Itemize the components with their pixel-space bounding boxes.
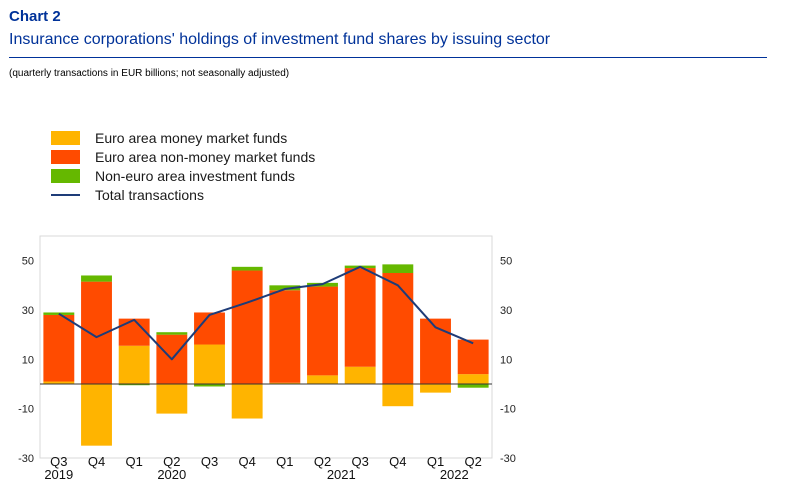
legend-swatch-nmmf [51,149,80,164]
x-category-1: Q4 [88,454,105,469]
x-category-5: Q4 [239,454,256,469]
right-axis-ticks: 50 30 10 -10 -30 [500,256,516,465]
x-category-2: Q1 [126,454,143,469]
x-category-9: Q4 [389,454,406,469]
bar-mmf-2 [118,345,150,384]
bar-nmmf-6 [269,290,301,383]
bar-noneuro-11 [457,384,489,388]
x-category-3: Q2 [163,454,180,469]
bar-mmf-8 [344,366,376,384]
legend-item-mmf: Euro area money market funds [51,128,315,147]
y-tick-left-2: 10 [22,354,34,366]
bar-nmmf-5 [231,270,263,384]
bar-mmf-10 [420,384,451,393]
bar-noneuro-1 [81,275,112,282]
bar-nmmf-9 [382,273,414,384]
x-category-11: Q2 [465,454,482,469]
y-tick-left-0: 50 [22,256,34,268]
bar-nmmf-11 [457,339,489,375]
legend-label-nmmf: Euro area non-money market funds [95,148,316,165]
x-category-10: Q1 [427,454,444,469]
y-tick-left-4: -30 [18,453,34,465]
bars-layer [43,264,489,446]
x-category-7: Q2 [314,454,331,469]
bar-noneuro-9 [382,264,414,273]
x-category-8: Q3 [352,454,369,469]
x-axis-categories: Q3 Q4 Q1 Q2 Q3 Q4 Q1 Q2 Q3 Q4 Q1 Q2 [50,454,482,469]
y-tick-right-3: -10 [500,404,516,416]
title-divider [9,57,767,58]
legend-label-mmf: Euro area money market funds [95,129,288,146]
legend-swatch-mmf [51,130,80,145]
chart-legend: Euro area money market funds Euro area n… [51,128,315,204]
bar-nmmf-0 [43,314,75,382]
bar-nmmf-8 [344,268,376,367]
legend-item-noneuro: Non-euro area investment funds [51,166,315,185]
legend-label-noneuro: Non-euro area investment funds [95,167,295,184]
bar-mmf-3 [156,384,188,414]
bar-mmf-7 [307,375,338,384]
x-year-3: 2022 [440,467,469,482]
x-category-6: Q1 [276,454,293,469]
legend-item-nmmf: Euro area non-money market funds [51,147,315,166]
bar-noneuro-5 [231,266,263,271]
x-category-0: Q3 [50,454,67,469]
bar-noneuro-6 [269,285,301,291]
plot-frame [39,235,493,459]
chart-subtitle: (quarterly transactions in EUR billions;… [9,68,290,79]
legend-item-total: Total transactions [51,185,315,204]
total-line-layer [58,265,474,361]
y-tick-right-0: 50 [500,256,512,268]
bar-mmf-11 [457,374,489,384]
legend-label-total: Total transactions [95,186,204,203]
bar-nmmf-7 [307,286,338,376]
bar-noneuro-2 [118,384,150,386]
bar-mmf-1 [81,384,112,446]
x-year-2: 2021 [327,467,356,482]
legend-line-total [51,193,80,196]
y-tick-right-1: 30 [500,305,512,317]
y-tick-left-1: 30 [22,305,34,317]
bar-mmf-6 [269,382,301,384]
x-year-1: 2020 [157,467,186,482]
bar-mmf-0 [43,381,75,384]
total-transactions-line [58,265,474,361]
x-category-4: Q3 [201,454,218,469]
bar-nmmf-2 [118,318,150,346]
x-axis-years: 2019 2020 2021 2022 [44,467,468,482]
bar-mmf-9 [382,384,414,407]
y-tick-right-4: -30 [500,453,516,465]
chart-title: Insurance corporations' holdings of inve… [9,31,551,48]
bar-noneuro-4 [194,384,225,387]
x-year-0: 2019 [44,467,73,482]
bar-mmf-5 [231,384,263,419]
y-tick-right-2: 10 [500,354,512,366]
bar-mmf-4 [194,344,225,384]
left-axis-ticks: 50 30 10 -10 -30 [18,256,34,465]
bar-nmmf-10 [420,318,451,384]
chart-number: Chart 2 [9,8,61,25]
bar-noneuro-3 [156,332,188,335]
y-tick-left-3: -10 [18,404,34,416]
legend-swatch-noneuro [51,168,80,183]
